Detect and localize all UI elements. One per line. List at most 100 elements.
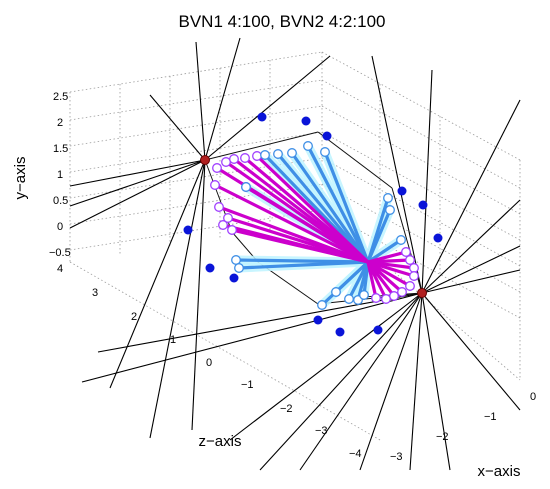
- spokes: [213, 144, 416, 307]
- y-tick-label: 1.5: [53, 143, 68, 155]
- blue-spoke: [306, 144, 370, 264]
- hollow-point: [401, 247, 411, 257]
- grid-line: [321, 79, 521, 189]
- red-nodes: [200, 155, 427, 298]
- projection-ray: [421, 269, 521, 294]
- projection-ray: [421, 292, 521, 411]
- y-axis-label: y−axis: [12, 157, 29, 200]
- projection-ray: [149, 159, 206, 439]
- z-ticks: 4 3 2 1 0 −1 −2 −3 −4: [57, 263, 362, 460]
- grid-line: [321, 131, 521, 241]
- blue-point: [418, 200, 428, 210]
- blue-spoke: [366, 208, 392, 264]
- hollow-point: [231, 255, 241, 265]
- projection-ray: [204, 55, 331, 161]
- hollow-point: [383, 193, 393, 203]
- y-tick-label: 1: [57, 169, 63, 181]
- blue-spoke: [276, 152, 370, 264]
- projection-ray: [109, 159, 206, 389]
- magenta-spoke: [213, 183, 370, 264]
- projection-ray: [299, 292, 423, 471]
- blue-spoke: [366, 238, 403, 264]
- y-tick-label: 2: [57, 117, 63, 129]
- hollow-point: [320, 147, 330, 157]
- hollow-point: [229, 154, 239, 164]
- projection-ray: [195, 41, 206, 161]
- hollow-point: [273, 149, 283, 159]
- z-tick-label: 3: [92, 287, 98, 299]
- hollow-point: [396, 235, 406, 245]
- grid-line: [321, 209, 521, 381]
- magenta-spoke: [366, 250, 408, 264]
- projection-ray: [204, 37, 241, 161]
- grid-line: [69, 79, 323, 121]
- projection-ray: [421, 99, 521, 294]
- hollow-point: [409, 271, 419, 281]
- hollow-point: [260, 150, 270, 160]
- hollow-point: [214, 202, 224, 212]
- hollow-point: [331, 287, 341, 297]
- blue-point: [257, 112, 267, 122]
- grid-line: [69, 105, 323, 147]
- magenta-spoke: [366, 260, 416, 278]
- blue-spoke: [290, 151, 370, 264]
- grid-line: [321, 51, 521, 161]
- y-ticks: −0.5 0 0.5 1 1.5 2 2.5: [49, 91, 71, 259]
- blue-spoke: [362, 260, 370, 297]
- y-tick-label: 2.5: [53, 91, 68, 103]
- blue-point: [322, 131, 332, 141]
- hollow-point: [359, 290, 369, 300]
- projection-ray: [259, 292, 423, 471]
- hollow-points: [210, 141, 419, 310]
- y-tick-label: −0.5: [49, 247, 71, 259]
- projection-ray: [421, 292, 451, 471]
- projection-rays: [69, 37, 521, 471]
- projection-ray: [69, 159, 206, 187]
- projection-ray: [229, 292, 423, 441]
- grid-line: [321, 105, 521, 215]
- red-node: [417, 288, 427, 298]
- x-tick-label: −1: [484, 411, 497, 423]
- projection-ray: [421, 245, 521, 294]
- z-tick-label: −4: [349, 448, 362, 460]
- magenta-spoke: [243, 156, 370, 264]
- grid-line: [321, 209, 521, 319]
- projection-ray: [81, 292, 423, 383]
- blue-point: [313, 315, 323, 325]
- blue-spoke: [237, 260, 370, 270]
- hollow-point: [317, 300, 327, 310]
- hollow-point: [287, 148, 297, 158]
- magenta-spoke: [255, 154, 370, 264]
- hollow-point: [405, 281, 415, 291]
- projection-ray: [149, 94, 206, 161]
- hollow-point: [252, 151, 262, 161]
- projection-ray: [371, 55, 423, 294]
- z-axis-label: z−axis: [199, 433, 242, 450]
- hollow-point: [397, 287, 407, 297]
- z-tick-label: 1: [170, 334, 176, 346]
- blue-point: [397, 186, 407, 196]
- hollow-point: [212, 163, 222, 173]
- hollow-point: [218, 220, 228, 230]
- hollow-point: [371, 293, 381, 303]
- magenta-spoke: [366, 260, 378, 300]
- magenta-spoke: [230, 228, 370, 264]
- projection-ray: [421, 69, 433, 294]
- projection-ray: [409, 292, 423, 471]
- hollow-point: [210, 180, 220, 190]
- z-tick-label: 2: [131, 311, 137, 323]
- outline-edge: [204, 131, 319, 161]
- blue-point: [183, 225, 193, 235]
- blue-point: [335, 327, 345, 337]
- projection-ray: [359, 292, 423, 471]
- projection-ray: [97, 292, 423, 353]
- y-tick-label: 0.5: [53, 195, 68, 207]
- hollow-point: [409, 263, 419, 273]
- hollow-point: [241, 182, 251, 192]
- x-tick-label: −3: [390, 451, 403, 463]
- z-tick-label: −2: [280, 403, 293, 415]
- z-tick-label: −1: [241, 379, 254, 391]
- magenta-spoke: [226, 216, 370, 264]
- magenta-spoke: [244, 185, 370, 264]
